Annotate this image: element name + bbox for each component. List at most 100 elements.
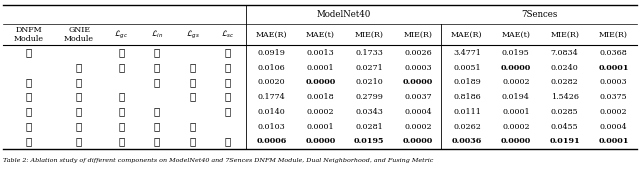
Text: 0.0271: 0.0271: [355, 63, 383, 71]
Text: 0.0375: 0.0375: [600, 93, 627, 101]
Text: 0.0002: 0.0002: [307, 108, 334, 116]
Text: 0.8186: 0.8186: [453, 93, 481, 101]
Text: ✓: ✓: [225, 48, 231, 57]
Text: 0.0111: 0.0111: [453, 108, 481, 116]
Text: $\mathcal{L}_{gc}$: $\mathcal{L}_{gc}$: [115, 29, 129, 41]
Text: MAE(t): MAE(t): [306, 31, 335, 39]
Text: 0.2799: 0.2799: [355, 93, 383, 101]
Text: ✓: ✓: [26, 137, 32, 146]
Text: 0.0001: 0.0001: [598, 63, 629, 71]
Text: 0.0343: 0.0343: [355, 108, 383, 116]
Text: ✓: ✓: [26, 107, 32, 116]
Text: $\mathcal{L}_{sc}$: $\mathcal{L}_{sc}$: [221, 29, 235, 40]
Text: ✓: ✓: [154, 122, 160, 131]
Text: 0.0000: 0.0000: [305, 137, 335, 145]
Text: 0.0282: 0.0282: [551, 78, 579, 86]
Text: 0.0018: 0.0018: [307, 93, 334, 101]
Text: 0.0002: 0.0002: [404, 123, 432, 131]
Text: 0.0001: 0.0001: [598, 137, 629, 145]
Text: ✓: ✓: [26, 93, 32, 102]
Text: 0.0262: 0.0262: [453, 123, 481, 131]
Text: 0.0026: 0.0026: [404, 49, 432, 57]
Text: 0.0000: 0.0000: [403, 78, 433, 86]
Text: DNFM
Module: DNFM Module: [14, 26, 44, 43]
Text: Table 2: Ablation study of different components on ModelNet40 and 7Sences DNFM M: Table 2: Ablation study of different com…: [3, 158, 433, 163]
Text: ✓: ✓: [189, 78, 196, 87]
Text: ✓: ✓: [154, 107, 160, 116]
Text: ✓: ✓: [154, 137, 160, 146]
Text: 0.0103: 0.0103: [257, 123, 285, 131]
Text: 0.0000: 0.0000: [305, 78, 335, 86]
Text: 0.0051: 0.0051: [453, 63, 481, 71]
Text: 0.0006: 0.0006: [257, 137, 287, 145]
Text: ✓: ✓: [76, 137, 82, 146]
Text: 0.0919: 0.0919: [257, 49, 285, 57]
Text: 0.0000: 0.0000: [403, 137, 433, 145]
Text: 0.0195: 0.0195: [502, 49, 530, 57]
Text: ✓: ✓: [76, 93, 82, 102]
Text: ✓: ✓: [76, 107, 82, 116]
Text: 0.0003: 0.0003: [404, 63, 432, 71]
Text: 1.5426: 1.5426: [550, 93, 579, 101]
Text: ✓: ✓: [76, 122, 82, 131]
Text: 0.0189: 0.0189: [453, 78, 481, 86]
Text: MAE(R): MAE(R): [255, 31, 287, 39]
Text: 3.4771: 3.4771: [453, 49, 481, 57]
Text: 0.0037: 0.0037: [404, 93, 432, 101]
Text: 0.0002: 0.0002: [600, 108, 627, 116]
Text: ✓: ✓: [189, 63, 196, 72]
Text: $\mathcal{L}_{gs}$: $\mathcal{L}_{gs}$: [186, 29, 200, 41]
Text: 0.0036: 0.0036: [452, 137, 482, 145]
Text: 0.0195: 0.0195: [354, 137, 385, 145]
Text: ✓: ✓: [118, 107, 125, 116]
Text: 0.0281: 0.0281: [355, 123, 383, 131]
Text: 0.0140: 0.0140: [257, 108, 285, 116]
Text: 0.0191: 0.0191: [549, 137, 580, 145]
Text: ✓: ✓: [26, 122, 32, 131]
Text: ✓: ✓: [154, 63, 160, 72]
Text: 0.0106: 0.0106: [257, 63, 285, 71]
Text: 0.1774: 0.1774: [257, 93, 285, 101]
Text: ModelNet40: ModelNet40: [316, 10, 371, 19]
Text: 0.0003: 0.0003: [600, 78, 627, 86]
Text: 0.0002: 0.0002: [502, 78, 530, 86]
Text: 0.0001: 0.0001: [307, 63, 334, 71]
Text: 0.0368: 0.0368: [600, 49, 627, 57]
Text: 0.0002: 0.0002: [502, 123, 530, 131]
Text: 7Sences: 7Sences: [521, 10, 557, 19]
Text: ✓: ✓: [189, 93, 196, 102]
Text: $\mathcal{L}_{in}$: $\mathcal{L}_{in}$: [151, 29, 163, 40]
Text: 0.0240: 0.0240: [551, 63, 579, 71]
Text: ✓: ✓: [225, 78, 231, 87]
Text: MIE(R): MIE(R): [599, 31, 628, 39]
Text: ✓: ✓: [118, 137, 125, 146]
Text: 0.0004: 0.0004: [404, 108, 432, 116]
Text: MIE(R): MIE(R): [355, 31, 384, 39]
Text: 0.0194: 0.0194: [502, 93, 530, 101]
Text: 0.0000: 0.0000: [500, 63, 531, 71]
Text: 0.0210: 0.0210: [355, 78, 383, 86]
Text: MIE(R): MIE(R): [404, 31, 433, 39]
Text: ✓: ✓: [76, 78, 82, 87]
Text: ✓: ✓: [118, 48, 125, 57]
Text: ✓: ✓: [26, 78, 32, 87]
Text: 0.1733: 0.1733: [355, 49, 383, 57]
Text: 0.0001: 0.0001: [502, 108, 530, 116]
Text: ✓: ✓: [118, 63, 125, 72]
Text: 0.0455: 0.0455: [551, 123, 579, 131]
Text: 0.0001: 0.0001: [307, 123, 334, 131]
Text: ✓: ✓: [225, 93, 231, 102]
Text: ✓: ✓: [225, 63, 231, 72]
Text: ✓: ✓: [225, 107, 231, 116]
Text: MIE(R): MIE(R): [550, 31, 579, 39]
Text: ✓: ✓: [154, 48, 160, 57]
Text: GNIE
Module: GNIE Module: [64, 26, 94, 43]
Text: 0.0020: 0.0020: [258, 78, 285, 86]
Text: ✓: ✓: [154, 78, 160, 87]
Text: ✓: ✓: [118, 93, 125, 102]
Text: 7.0834: 7.0834: [551, 49, 579, 57]
Text: ✓: ✓: [118, 122, 125, 131]
Text: ✓: ✓: [189, 137, 196, 146]
Text: MAE(R): MAE(R): [451, 31, 483, 39]
Text: 0.0285: 0.0285: [551, 108, 579, 116]
